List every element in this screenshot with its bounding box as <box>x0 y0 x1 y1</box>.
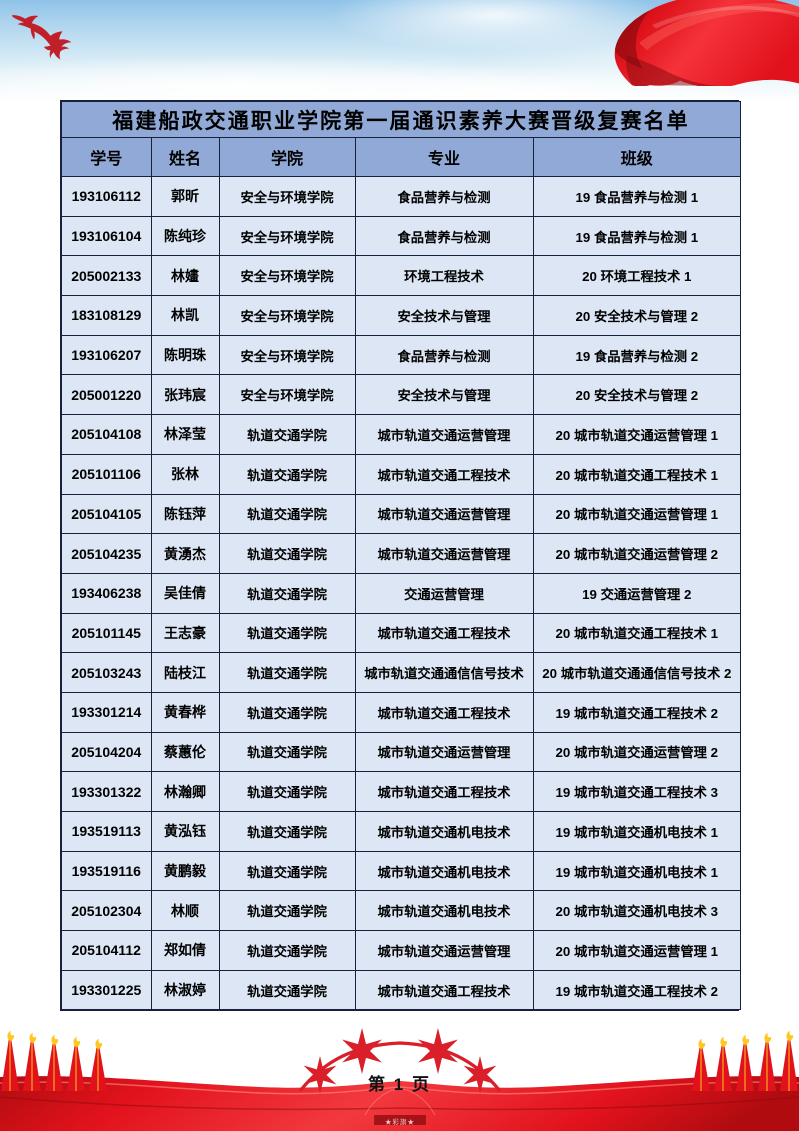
svg-text:★彩旗★: ★彩旗★ <box>385 1117 415 1126</box>
